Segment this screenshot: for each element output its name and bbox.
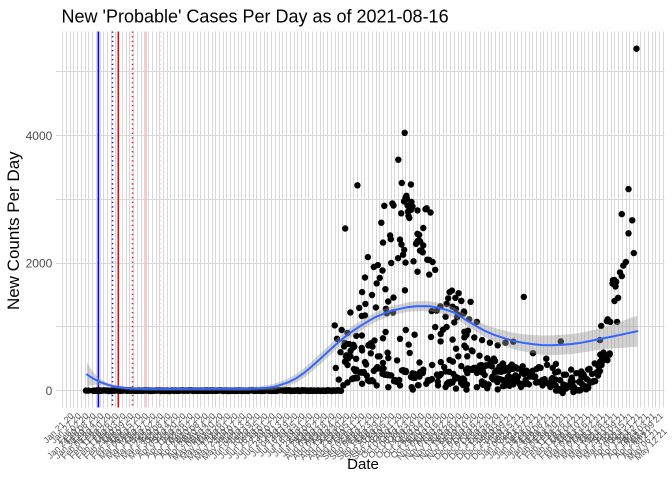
- svg-text:2000: 2000: [26, 256, 53, 270]
- svg-text:0: 0: [46, 384, 53, 398]
- svg-text:New 'Probable' Cases Per Day a: New 'Probable' Cases Per Day as of 2021-…: [62, 6, 449, 26]
- svg-text:New Counts Per Day: New Counts Per Day: [4, 151, 23, 310]
- svg-text:4000: 4000: [26, 129, 53, 143]
- svg-text:Date: Date: [347, 456, 379, 473]
